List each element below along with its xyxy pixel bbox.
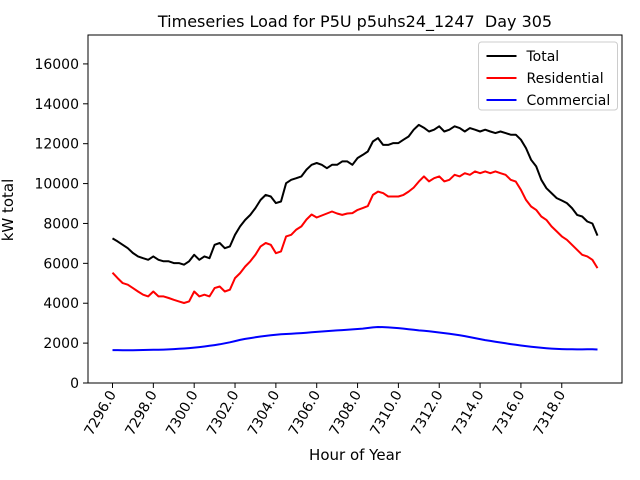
x-tick-label: 7304.0 bbox=[245, 388, 283, 438]
series-line-commercial bbox=[112, 326, 598, 352]
x-tick-label: 7302.0 bbox=[204, 388, 242, 438]
x-tick-label: 7312.0 bbox=[408, 388, 446, 438]
y-tick-label: 6000 bbox=[43, 256, 79, 272]
series-line-total bbox=[111, 123, 599, 266]
y-tick-label: 16000 bbox=[34, 57, 79, 73]
chart-title: Timeseries Load for P5U p5uhs24_1247 Day… bbox=[157, 12, 553, 31]
y-tick-label: 12000 bbox=[34, 137, 79, 153]
series-line-residential bbox=[111, 170, 599, 304]
x-tick-label: 7318.0 bbox=[531, 388, 569, 438]
y-tick-label: 4000 bbox=[43, 296, 79, 312]
x-tick-label: 7298.0 bbox=[122, 388, 160, 438]
x-tick-label: 7316.0 bbox=[490, 388, 528, 438]
x-tick-label: 7300.0 bbox=[163, 388, 201, 438]
legend-box bbox=[478, 41, 618, 111]
legend-label-commercial: Commercial bbox=[527, 93, 611, 109]
x-tick-label: 7308.0 bbox=[327, 388, 365, 438]
x-tick-label: 7296.0 bbox=[82, 388, 120, 438]
y-tick-label: 14000 bbox=[34, 97, 79, 113]
x-tick-label: 7310.0 bbox=[368, 388, 406, 438]
legend-label-residential: Residential bbox=[527, 71, 604, 87]
y-tick-label: 10000 bbox=[34, 177, 79, 193]
x-tick-label: 7314.0 bbox=[449, 388, 487, 438]
legend-label-total: Total bbox=[526, 49, 560, 65]
axes-frame bbox=[87, 34, 623, 384]
x-axis-label: Hour of Year bbox=[309, 446, 401, 464]
y-tick-label: 0 bbox=[70, 376, 79, 392]
x-tick-label: 7306.0 bbox=[286, 388, 324, 438]
y-tick-label: 2000 bbox=[43, 336, 79, 352]
y-axis-label: kW total bbox=[0, 178, 17, 242]
y-tick-label: 8000 bbox=[43, 216, 79, 232]
